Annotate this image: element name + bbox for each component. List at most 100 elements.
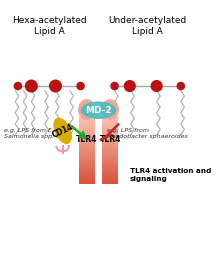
Polygon shape: [102, 167, 118, 169]
Polygon shape: [102, 134, 118, 136]
Polygon shape: [102, 138, 118, 140]
Polygon shape: [79, 150, 95, 152]
Text: TLR4 activation and
signaling: TLR4 activation and signaling: [130, 168, 211, 182]
Polygon shape: [102, 159, 118, 160]
Polygon shape: [79, 145, 95, 147]
Polygon shape: [79, 143, 95, 145]
Polygon shape: [79, 155, 95, 157]
Polygon shape: [79, 148, 95, 150]
Polygon shape: [79, 124, 95, 126]
Polygon shape: [102, 152, 118, 153]
Polygon shape: [79, 119, 95, 121]
Circle shape: [111, 82, 118, 90]
Circle shape: [151, 81, 162, 91]
Polygon shape: [102, 141, 118, 143]
Polygon shape: [79, 153, 95, 155]
Polygon shape: [102, 153, 118, 155]
Polygon shape: [102, 133, 118, 134]
Polygon shape: [79, 131, 95, 133]
Polygon shape: [102, 119, 118, 121]
Polygon shape: [102, 169, 118, 171]
Circle shape: [50, 80, 61, 92]
Polygon shape: [79, 169, 95, 171]
Circle shape: [14, 82, 22, 90]
Polygon shape: [79, 183, 95, 185]
Polygon shape: [102, 178, 118, 179]
Polygon shape: [79, 138, 95, 140]
Polygon shape: [79, 176, 95, 178]
Polygon shape: [79, 134, 95, 136]
Polygon shape: [102, 116, 118, 117]
Polygon shape: [79, 117, 95, 119]
Polygon shape: [79, 166, 95, 167]
Text: e.g. LPS from
Rhodobacter sphaeroides: e.g. LPS from Rhodobacter sphaeroides: [107, 128, 188, 139]
Ellipse shape: [81, 102, 116, 118]
Polygon shape: [102, 176, 118, 178]
Polygon shape: [79, 167, 95, 169]
Polygon shape: [79, 147, 95, 148]
Polygon shape: [102, 128, 118, 129]
Polygon shape: [79, 164, 95, 166]
Polygon shape: [79, 179, 95, 181]
Polygon shape: [102, 181, 118, 183]
Polygon shape: [102, 160, 118, 162]
Text: e.g. LPS from E. coli,
Salmonella spp. etc.: e.g. LPS from E. coli, Salmonella spp. e…: [4, 128, 69, 139]
Polygon shape: [102, 183, 118, 185]
Polygon shape: [79, 128, 95, 129]
Circle shape: [77, 82, 84, 90]
Polygon shape: [102, 150, 118, 152]
Polygon shape: [102, 143, 118, 145]
Polygon shape: [102, 155, 118, 157]
Polygon shape: [79, 129, 95, 131]
Text: Under-acetylated
Lipid A: Under-acetylated Lipid A: [108, 16, 187, 36]
Polygon shape: [79, 162, 95, 164]
Polygon shape: [102, 174, 118, 176]
Polygon shape: [79, 133, 95, 134]
Polygon shape: [102, 148, 118, 150]
Polygon shape: [102, 179, 118, 181]
Polygon shape: [102, 129, 118, 131]
Polygon shape: [102, 172, 118, 174]
Circle shape: [125, 81, 135, 91]
Polygon shape: [79, 121, 95, 122]
Polygon shape: [102, 117, 118, 119]
Polygon shape: [102, 166, 118, 167]
Text: CD14: CD14: [51, 122, 75, 140]
Polygon shape: [79, 141, 95, 143]
Polygon shape: [102, 122, 118, 124]
Polygon shape: [102, 145, 118, 147]
Polygon shape: [102, 124, 118, 126]
Circle shape: [177, 82, 184, 90]
Circle shape: [26, 80, 37, 92]
Polygon shape: [79, 159, 95, 160]
Text: Hexa-acetylated
Lipid A: Hexa-acetylated Lipid A: [12, 16, 86, 36]
Polygon shape: [102, 157, 118, 159]
Polygon shape: [79, 122, 95, 124]
Text: TLR4: TLR4: [76, 135, 97, 144]
Polygon shape: [79, 172, 95, 174]
Ellipse shape: [54, 118, 71, 143]
Polygon shape: [79, 157, 95, 159]
Polygon shape: [102, 121, 118, 122]
Text: MD-2: MD-2: [85, 106, 112, 115]
Polygon shape: [79, 136, 95, 138]
Polygon shape: [102, 162, 118, 164]
Polygon shape: [79, 171, 95, 172]
Polygon shape: [79, 116, 95, 117]
Polygon shape: [79, 181, 95, 183]
Polygon shape: [102, 147, 118, 148]
Ellipse shape: [79, 100, 95, 120]
Polygon shape: [102, 171, 118, 172]
Polygon shape: [102, 126, 118, 128]
Polygon shape: [79, 140, 95, 141]
Ellipse shape: [102, 100, 118, 120]
Polygon shape: [79, 152, 95, 153]
Polygon shape: [79, 178, 95, 179]
Text: TLR4: TLR4: [99, 135, 121, 144]
Polygon shape: [102, 164, 118, 166]
Polygon shape: [79, 160, 95, 162]
Polygon shape: [79, 126, 95, 128]
Polygon shape: [102, 136, 118, 138]
Polygon shape: [102, 140, 118, 141]
Polygon shape: [102, 131, 118, 133]
